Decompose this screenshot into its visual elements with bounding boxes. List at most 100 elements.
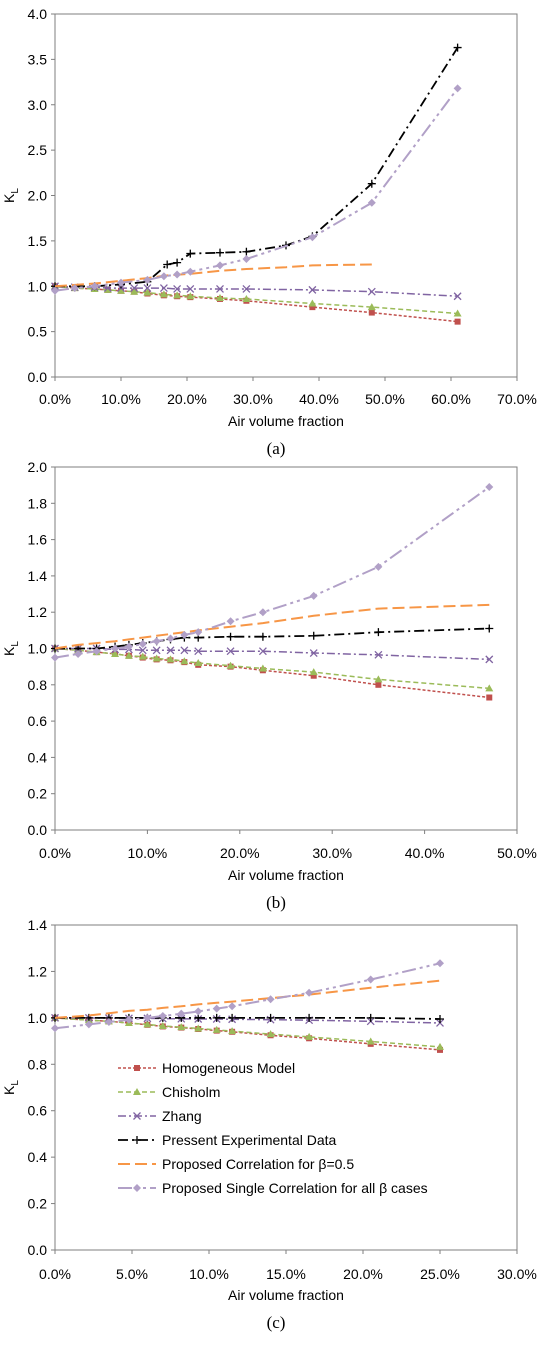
data-point-proposed_single <box>242 255 251 264</box>
y-tick-label: 0.8 <box>28 1056 48 1072</box>
data-point-experimental <box>436 1015 444 1024</box>
x-tick-label: 25.0% <box>420 1266 460 1282</box>
data-point-experimental <box>163 260 172 269</box>
data-point-zhang <box>130 284 139 293</box>
data-point-chisholm <box>152 654 161 662</box>
y-tick-label: 1.4 <box>28 917 48 933</box>
x-tick-label: 10.0% <box>189 1266 229 1282</box>
y-tick-label: 1.5 <box>28 233 48 249</box>
y-tick-label: 1.0 <box>28 641 48 657</box>
series-line-experimental <box>55 47 459 288</box>
data-point-proposed_single <box>309 591 318 600</box>
data-point-proposed_single <box>194 628 203 637</box>
data-point-proposed_single <box>266 995 275 1004</box>
data-point-experimental <box>366 1013 375 1022</box>
y-tick-label: 0.2 <box>28 786 48 802</box>
legend-label-experimental: Pressent Experimental Data <box>162 1132 337 1148</box>
y-axis-label-subscript: L <box>10 1080 21 1086</box>
series-line-homogeneous <box>54 647 490 699</box>
legend-marker-chisholm <box>133 1088 141 1095</box>
data-point-chisholm <box>103 285 112 293</box>
x-tick-label: 5.0% <box>116 1266 148 1282</box>
data-point-zhang <box>485 655 494 664</box>
x-tick-label: 50.0% <box>365 391 405 407</box>
plot-area <box>54 924 518 1251</box>
data-point-experimental <box>367 179 376 188</box>
data-point-experimental <box>216 248 224 257</box>
data-point-experimental <box>173 258 182 267</box>
data-point-proposed_single <box>84 1020 93 1029</box>
data-point-zhang <box>226 647 235 656</box>
data-point-chisholm <box>143 288 152 296</box>
x-tick-label: 40.0% <box>405 845 445 861</box>
x-tick-label: 70.0% <box>497 391 537 407</box>
data-point-proposed_single <box>143 275 152 284</box>
series-zhang <box>51 1013 444 1027</box>
series-line-experimental <box>55 1017 441 1020</box>
x-tick-label: 20.0% <box>343 1266 383 1282</box>
data-point-proposed_single <box>51 1024 59 1033</box>
data-point-proposed_single <box>228 1002 237 1011</box>
data-point-zhang <box>138 646 147 655</box>
data-point-experimental <box>226 632 235 641</box>
data-point-proposed_single <box>152 637 161 646</box>
series-line-chisholm <box>54 647 490 690</box>
x-tick-label: 10.0% <box>101 391 141 407</box>
data-point-zhang <box>186 285 195 293</box>
data-point-proposed_single <box>124 1015 133 1024</box>
data-point-homogeneous <box>309 304 316 311</box>
y-tick-label: 1.2 <box>28 604 48 620</box>
series-line-proposed_beta <box>54 979 441 1019</box>
x-tick-label: 50.0% <box>497 845 537 861</box>
y-tick-label: 0.0 <box>28 1242 48 1258</box>
data-point-chisholm <box>366 1037 375 1045</box>
data-point-chisholm <box>177 1023 186 1031</box>
data-point-chisholm <box>159 290 168 298</box>
data-point-chisholm <box>485 684 494 692</box>
data-point-proposed_single <box>180 630 189 639</box>
y-tick-label: 0.5 <box>28 324 48 340</box>
y-axis-label-main: K <box>1 193 17 203</box>
data-point-homogeneous <box>486 694 493 701</box>
data-point-proposed_single <box>124 642 133 651</box>
y-tick-label: 3.5 <box>28 51 48 67</box>
y-tick-label: 1.0 <box>28 278 48 294</box>
data-point-experimental <box>228 1013 237 1022</box>
chart-caption: (b) <box>266 893 286 912</box>
data-point-proposed_single <box>305 988 314 997</box>
x-tick-label: 60.0% <box>431 391 471 407</box>
x-tick-label: 15.0% <box>266 1266 306 1282</box>
data-point-zhang <box>367 287 376 296</box>
data-point-chisholm <box>130 287 139 295</box>
y-tick-label: 0.8 <box>28 677 48 693</box>
data-point-proposed_single <box>177 1009 186 1018</box>
data-point-proposed_single <box>186 267 195 276</box>
data-point-zhang <box>180 646 189 655</box>
data-point-proposed_single <box>374 562 383 571</box>
data-point-experimental <box>212 1013 221 1022</box>
legend-label-homogeneous: Homogeneous Model <box>162 1060 295 1076</box>
legend-marker-homogeneous <box>134 1065 140 1071</box>
data-point-zhang <box>308 285 317 294</box>
data-point-chisholm <box>374 675 383 683</box>
series-line-experimental <box>55 627 490 650</box>
data-point-proposed_single <box>485 482 494 491</box>
y-tick-label: 2.0 <box>28 459 48 475</box>
data-point-proposed_single <box>104 1018 113 1027</box>
x-tick-label: 10.0% <box>128 845 168 861</box>
data-point-chisholm <box>143 1020 152 1028</box>
data-point-chisholm <box>111 649 120 657</box>
x-tick-label: 30.0% <box>497 1266 537 1282</box>
y-axis-label-subscript: L <box>10 188 21 194</box>
data-point-chisholm <box>194 1024 203 1032</box>
y-tick-label: 0.4 <box>28 749 48 765</box>
series-line-proposed_beta <box>54 263 372 288</box>
series-chisholm <box>51 282 462 317</box>
chart-1: 0.0 0.5 1.0 1.5 2.0 2.5 3.0 3.5 4.0 0.0% 10.0% 20.0… <box>1 6 537 458</box>
data-point-homogeneous <box>437 1046 443 1053</box>
x-tick-label: 20.0% <box>220 845 260 861</box>
y-axis-label-subscript: L <box>10 641 21 647</box>
y-tick-label: 0.6 <box>28 713 48 729</box>
y-tick-label: 0.2 <box>28 1196 48 1212</box>
